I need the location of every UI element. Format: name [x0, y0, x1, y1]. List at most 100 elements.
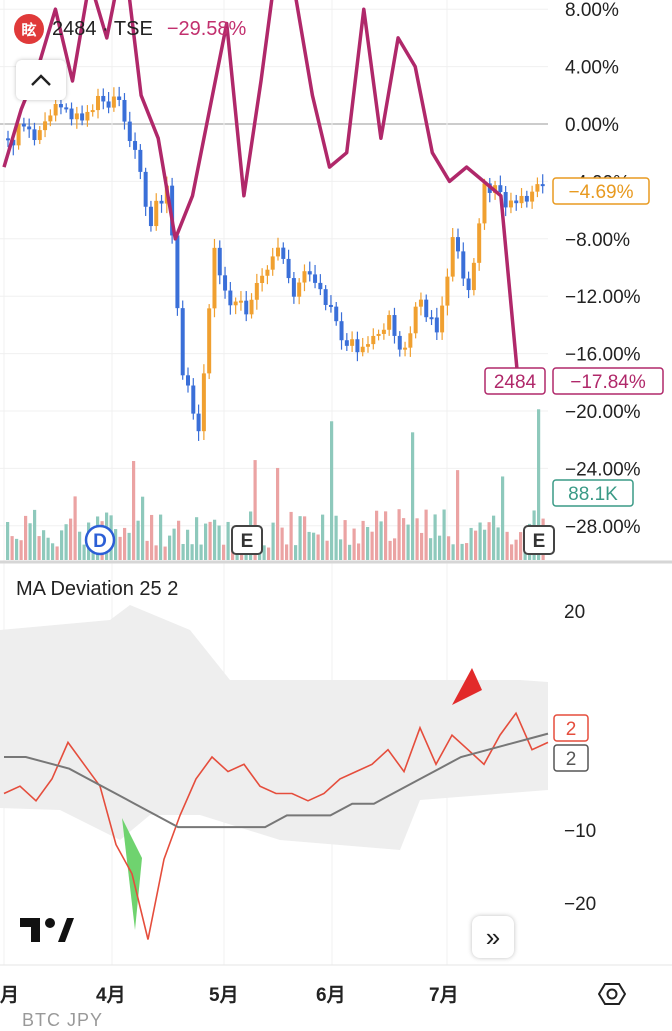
candle-body: [48, 115, 53, 122]
ma-badge-box: [553, 744, 589, 772]
double-chevron-right-icon: »: [485, 921, 501, 952]
volume-bar: [262, 545, 266, 560]
candle-body: [207, 308, 212, 374]
candle-body: [302, 271, 307, 283]
volume-bar: [42, 530, 46, 560]
volume-bar: [114, 529, 118, 560]
scroll-to-latest-button[interactable]: »: [472, 916, 514, 958]
candle-body: [228, 290, 233, 306]
candle-body: [456, 237, 460, 252]
volume-bar: [55, 546, 59, 560]
volume-bar: [226, 521, 230, 560]
volume-bar: [316, 534, 320, 560]
volume-bar: [442, 509, 446, 560]
candle-body: [408, 333, 413, 348]
volume-bar: [519, 532, 523, 560]
band-area: [0, 605, 548, 850]
volume-bar: [510, 544, 514, 560]
candle-body: [37, 130, 42, 141]
volume-bar: [64, 524, 68, 560]
candle-body: [313, 274, 318, 283]
symbol-header[interactable]: 眩 2484 · TSE −29.58%: [14, 12, 246, 46]
candle-body: [461, 251, 466, 279]
candle-body: [291, 278, 296, 297]
month-label: 4月: [96, 985, 126, 1006]
chart-settings-button[interactable]: [597, 980, 627, 1013]
volume-bar: [145, 540, 149, 560]
volume-bar: [168, 535, 172, 560]
deviation-badge: 2: [566, 719, 577, 740]
volume-bar: [127, 532, 131, 560]
candle-body: [328, 304, 333, 307]
volume-bar: [330, 421, 334, 560]
candle-body: [387, 315, 392, 330]
volume-bar: [429, 538, 433, 560]
volume-bar: [433, 514, 437, 560]
volume-bar: [478, 522, 482, 560]
volume-bar: [285, 544, 289, 560]
candle-body: [117, 96, 122, 100]
candle-body: [403, 347, 408, 350]
candle-body: [323, 289, 328, 305]
volume-bar: [195, 517, 199, 560]
volume-bar: [172, 528, 176, 560]
tradingview-logo-icon[interactable]: [20, 914, 74, 949]
volume-bar: [123, 527, 127, 560]
price-tick-label: −12.00%: [565, 287, 641, 308]
volume-bar: [159, 514, 163, 560]
candle-body: [265, 269, 270, 276]
volume-bar: [505, 531, 509, 560]
candle-body: [514, 200, 519, 204]
collapse-legend-button[interactable]: [16, 60, 66, 100]
candle-body: [64, 107, 69, 110]
candle-body: [503, 192, 508, 208]
volume-bar: [334, 515, 338, 560]
candle-body: [27, 126, 32, 130]
candle-body: [498, 185, 503, 193]
volume-bar: [514, 539, 518, 560]
volume-bar: [141, 496, 145, 560]
candle-body: [286, 258, 291, 279]
indicator-title[interactable]: MA Deviation 25 2: [16, 578, 179, 600]
volume-bar: [456, 470, 460, 560]
candle-body: [133, 141, 138, 150]
volume-bar: [469, 527, 473, 560]
candle-body: [254, 282, 259, 300]
volume-bar: [379, 521, 383, 560]
volume-bar: [132, 461, 136, 560]
indicator-tick-label: −20: [564, 894, 596, 915]
volume-badge-box: [552, 479, 634, 507]
indicator-tick-label: 20: [564, 602, 585, 623]
volume-bar: [199, 544, 203, 560]
volume-bar: [190, 544, 194, 560]
volume-bar: [352, 528, 356, 560]
volume-bar: [15, 538, 19, 560]
volume-bar: [6, 522, 10, 560]
volume-bar: [397, 509, 401, 560]
volume-bar: [37, 536, 41, 560]
volume-bar: [460, 543, 464, 560]
month-label: 5月: [209, 985, 239, 1006]
candle-body: [307, 271, 312, 275]
volume-bar: [82, 544, 86, 560]
bottom-text: BTC JPY: [22, 1010, 104, 1030]
volume-badge: 88.1K: [568, 484, 618, 505]
deviation-badge-box: [553, 714, 589, 742]
candle-body: [260, 275, 265, 283]
candle-body: [127, 121, 132, 142]
dividend-marker-label: D: [93, 531, 107, 552]
candle-body: [471, 262, 476, 291]
candle-body: [339, 321, 344, 341]
candle-body: [445, 276, 450, 306]
volume-bar: [348, 544, 352, 560]
volume-bar: [366, 527, 370, 560]
volume-bar: [289, 511, 293, 560]
volume-bar: [60, 530, 64, 560]
price-tick-label: −16.00%: [565, 345, 641, 366]
candle-body: [69, 108, 74, 120]
candle-body: [180, 308, 185, 376]
candle-body: [6, 138, 10, 141]
candle-body: [344, 340, 349, 346]
candle-body: [96, 95, 100, 111]
